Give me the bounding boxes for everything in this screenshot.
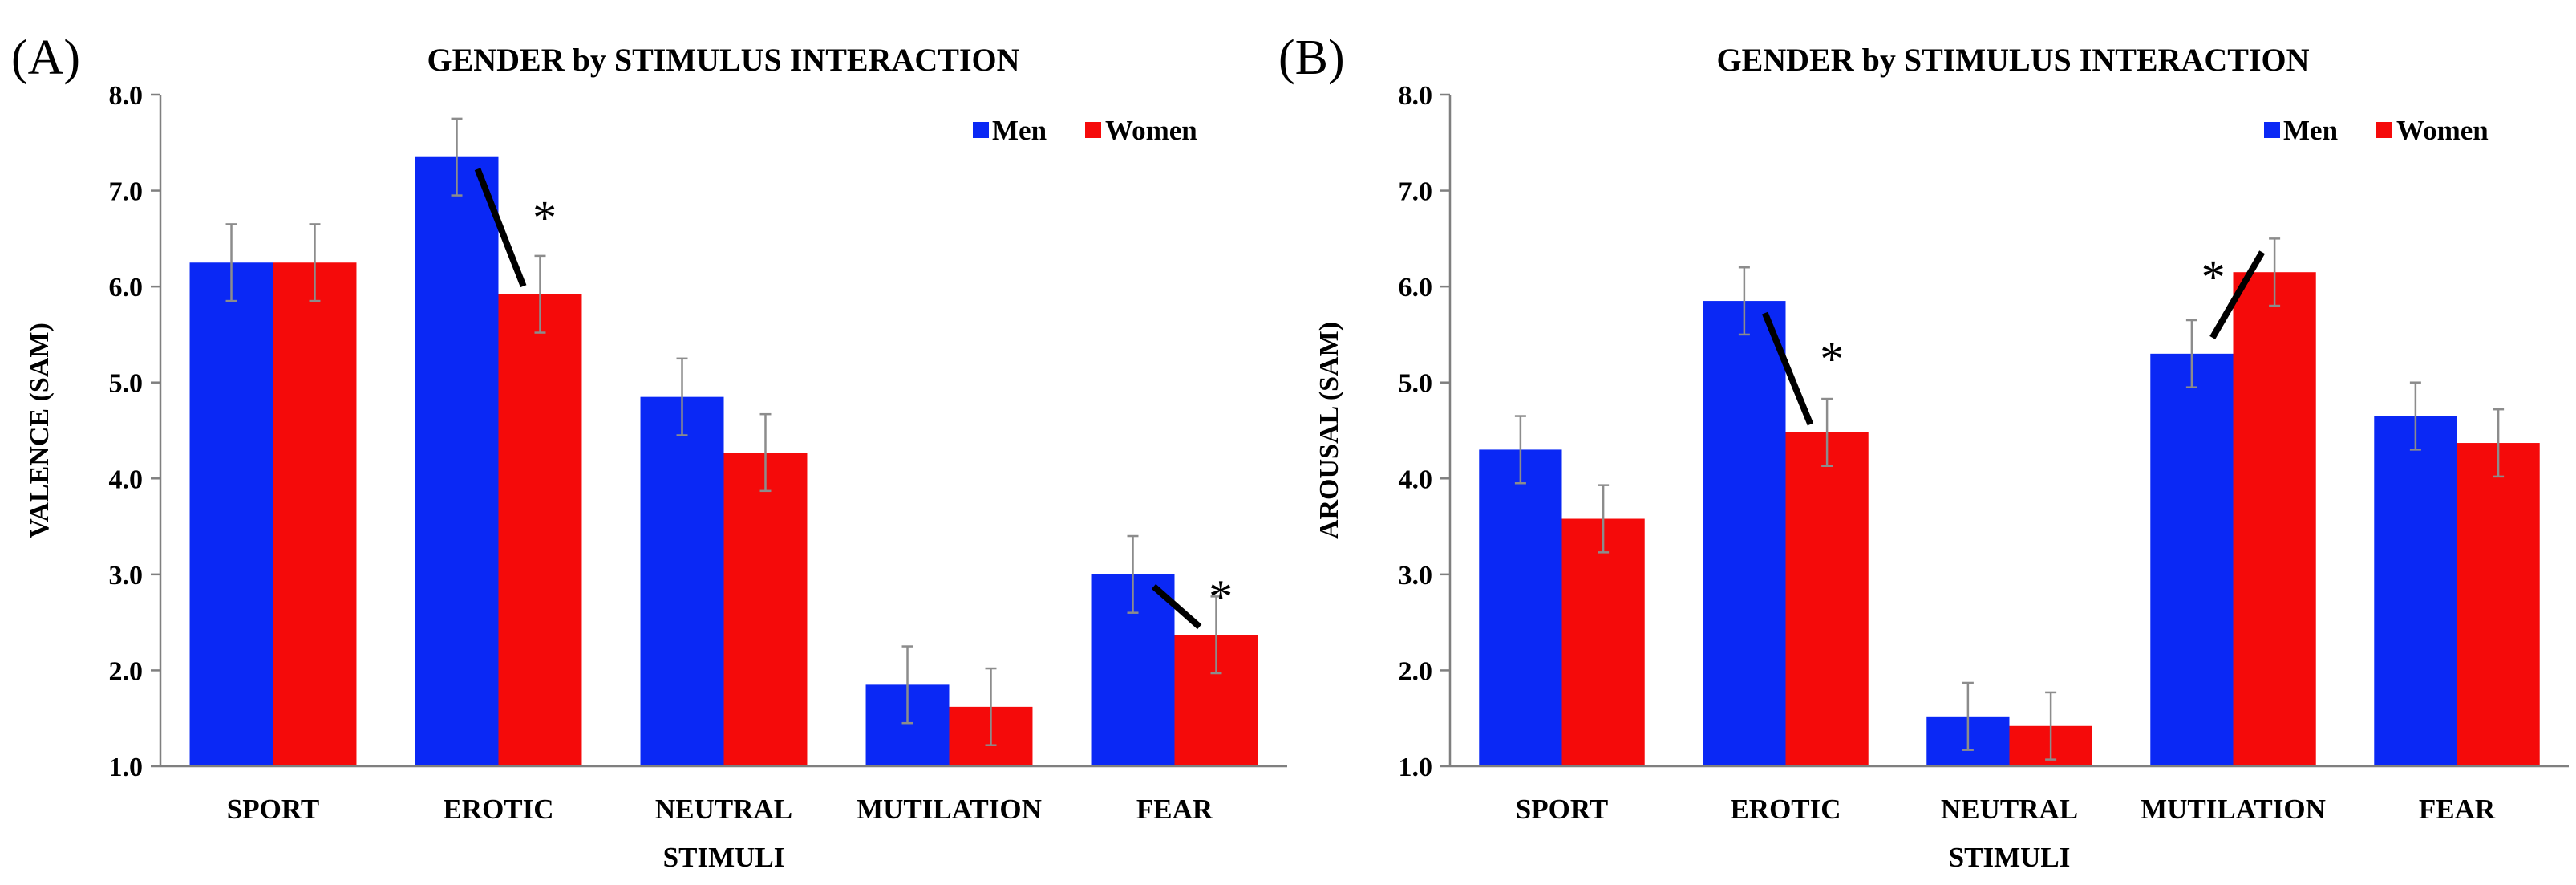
bar-men-erotic [1703,301,1786,766]
significance-asterisk: * [1820,332,1844,385]
legend-label-men: Men [992,115,1047,146]
chart-title: GENDER by STIMULUS INTERACTION [427,42,1019,78]
bar-women-erotic [498,294,582,766]
x-axis-label: STIMULI [663,842,785,873]
significance-asterisk: * [533,192,557,245]
y-tick-label: 5.0 [109,369,144,399]
x-tick-label: FEAR [2419,794,2496,825]
x-tick-label: MUTILATION [857,794,1042,825]
x-tick-label: SPORT [1516,794,1608,825]
x-tick-label: EROTIC [443,794,553,825]
y-tick-label: 8.0 [1399,81,1433,111]
significance-asterisk: * [1209,570,1233,623]
y-tick-label: 7.0 [1399,177,1433,207]
legend-label-men: Men [2283,115,2338,146]
significance-asterisk: * [2201,251,2226,304]
x-tick-label: NEUTRAL [655,794,792,825]
y-tick-label: 4.0 [109,465,144,494]
y-tick-label: 7.0 [109,177,144,207]
panel-label: (B) [1278,30,1345,85]
y-tick-label: 4.0 [1399,465,1433,494]
y-tick-label: 5.0 [1399,369,1433,399]
legend-swatch-women [2376,122,2392,138]
bar-men-erotic [415,156,499,766]
bar-women-neutral [723,453,808,766]
significance-line-fear [1151,583,1202,630]
legend-swatch-men [2264,122,2280,138]
x-axis-label: STIMULI [1949,842,2071,873]
chart-title: GENDER by STIMULUS INTERACTION [1716,42,2309,78]
bar-men-neutral [640,396,724,766]
y-tick-label: 3.0 [1399,561,1433,591]
significance-line-erotic [474,168,527,288]
x-tick-label: EROTIC [1730,794,1841,825]
y-tick-label: 3.0 [109,561,144,591]
y-axis-label: AROUSAL (SAM) [1314,322,1344,539]
bar-women-sport [273,262,357,766]
legend-swatch-women [1085,122,1101,138]
bar-men-sport [1479,449,1562,766]
y-tick-label: 2.0 [109,656,144,686]
bar-men-sport [189,262,273,766]
bar-men-mutilation [2150,353,2234,766]
chart-panel: (A) GENDER by STIMULUS INTERACTION 1.0 2.0 3… [11,30,1287,873]
legend-label-women: Women [1105,115,1197,146]
y-axis-label: VALENCE (SAM) [25,323,55,538]
chart-panel: (B) GENDER by STIMULUS INTERACTION 1.0 2.0 3… [1278,30,2569,873]
x-tick-label: MUTILATION [2141,794,2326,825]
legend-label-women: Women [2396,115,2489,146]
panel-label: (A) [11,30,80,85]
y-tick-label: 6.0 [1399,273,1433,302]
x-tick-label: SPORT [227,794,319,825]
bar-women-sport [1561,518,1645,766]
x-tick-label: NEUTRAL [1941,794,2078,825]
bar-women-fear [2457,443,2540,766]
bar-women-erotic [1785,432,1869,766]
significance-line-erotic [1761,311,1814,426]
y-tick-label: 1.0 [1399,753,1433,782]
y-tick-label: 8.0 [109,81,144,111]
legend-swatch-men [973,122,989,138]
y-tick-label: 1.0 [109,753,144,782]
y-tick-label: 6.0 [109,273,144,302]
y-tick-label: 2.0 [1399,656,1433,686]
x-tick-label: FEAR [1136,794,1213,825]
bar-women-mutilation [2233,272,2316,766]
significance-line-mutilation [2209,250,2266,339]
bar-men-fear [2374,416,2457,766]
